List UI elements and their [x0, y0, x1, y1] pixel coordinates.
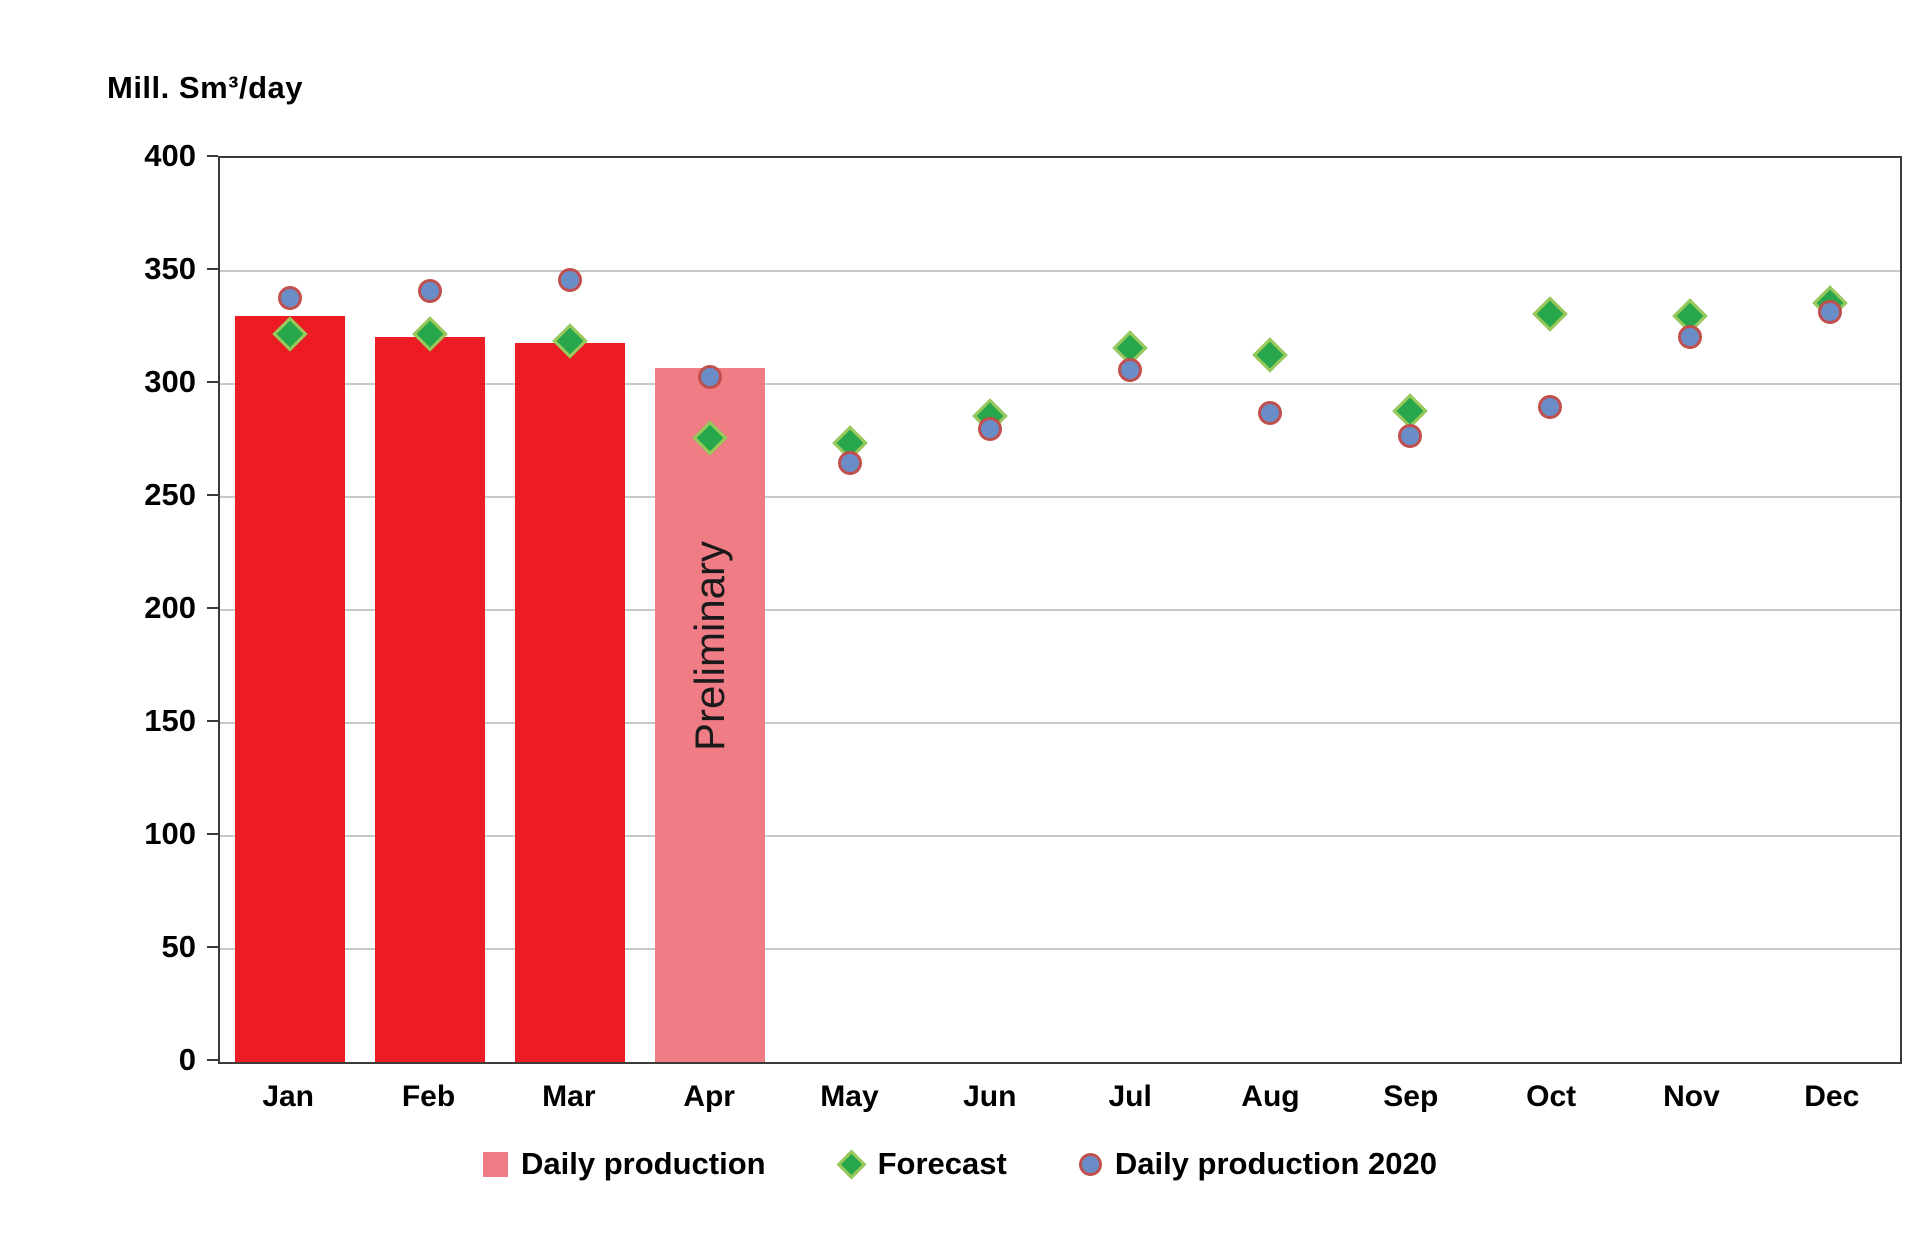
y-tick-label-400: 400: [144, 138, 196, 173]
bar-feb: [375, 336, 485, 1062]
x-label-apr: Apr: [683, 1080, 735, 1113]
gridline-50: [220, 948, 1900, 950]
gridline-350: [220, 270, 1900, 272]
preliminary-label: Preliminary: [686, 540, 733, 751]
x-label-sep: Sep: [1383, 1080, 1439, 1113]
pink-square-icon: [483, 1151, 509, 1177]
x-label-feb: Feb: [401, 1080, 456, 1113]
gridline-250: [220, 496, 1900, 498]
y-tick-mark-200: [207, 607, 218, 609]
daily-production-2020-circle-feb: [418, 279, 442, 304]
y-tick-label-100: 100: [144, 816, 196, 851]
x-label-jul: Jul: [1108, 1080, 1152, 1113]
daily-production-2020-circle-jan: [278, 286, 302, 311]
daily-production-2020-circle-sep: [1398, 423, 1422, 448]
y-tick-mark-0: [207, 1059, 218, 1061]
daily-production-2020-circle-jun: [978, 417, 1002, 442]
gridline-200: [220, 609, 1900, 611]
y-tick-mark-50: [207, 946, 218, 948]
y-tick-mark-150: [207, 720, 218, 722]
x-label-dec: Dec: [1804, 1080, 1860, 1113]
daily-production-2020-circle-mar: [558, 268, 582, 293]
y-tick-label-250: 250: [144, 477, 196, 512]
y-tick-label-300: 300: [144, 364, 196, 399]
y-tick-mark-350: [207, 268, 218, 270]
bar-mar: [515, 343, 625, 1062]
forecast-diamond-aug: [1252, 336, 1288, 373]
blue-circle-icon: [1078, 1152, 1102, 1176]
daily-production-2020-circle-apr: [698, 365, 722, 390]
gridline-100: [220, 835, 1900, 837]
y-tick-label-350: 350: [144, 251, 196, 286]
x-label-jun: Jun: [963, 1080, 1017, 1113]
bar-jan: [235, 316, 345, 1062]
plot-area: Preliminary: [218, 156, 1902, 1064]
y-tick-mark-250: [207, 494, 218, 496]
gridline-150: [220, 722, 1900, 724]
x-label-oct: Oct: [1526, 1080, 1577, 1113]
daily-production-2020-circle-jul: [1118, 358, 1142, 383]
y-tick-label-50: 50: [161, 929, 196, 964]
x-label-may: May: [820, 1080, 879, 1113]
y-tick-label-200: 200: [144, 590, 196, 625]
daily-production-2020-circle-may: [838, 451, 862, 476]
x-label-nov: Nov: [1663, 1080, 1720, 1113]
y-tick-mark-300: [207, 381, 218, 383]
x-label-mar: Mar: [542, 1080, 596, 1113]
y-tick-mark-400: [207, 155, 218, 157]
bar-apr: Preliminary: [655, 368, 765, 1062]
daily-production-2020-circle-nov: [1678, 324, 1702, 349]
y-tick-mark-100: [207, 833, 218, 835]
legend-item-daily-production-2020: Daily production 2020: [1078, 1146, 1437, 1182]
legend-label: Daily production 2020: [1114, 1146, 1437, 1181]
y-axis: 0 50 100 150 200 250 300 350 400: [0, 138, 218, 1077]
x-label-jan: Jan: [262, 1080, 315, 1113]
green-diamond-icon: [836, 1149, 866, 1179]
x-axis: Jan Feb Mar Apr May Jun Jul Aug Sep Oct Nov Dec: [218, 1080, 1902, 1114]
legend-label: Daily production: [521, 1146, 766, 1181]
forecast-diamond-oct: [1532, 296, 1568, 332]
y-tick-label-150: 150: [144, 703, 196, 738]
legend: Daily production Forecast Daily producti…: [0, 1146, 1920, 1182]
legend-item-forecast: Forecast: [836, 1146, 1007, 1182]
daily-production-2020-circle-aug: [1258, 401, 1282, 426]
legend-label: Forecast: [877, 1146, 1007, 1181]
legend-item-daily-production: Daily production: [483, 1146, 766, 1182]
x-label-aug: Aug: [1241, 1080, 1300, 1113]
gridline-300: [220, 383, 1900, 385]
y-tick-label-0: 0: [178, 1042, 196, 1077]
daily-production-2020-circle-dec: [1818, 299, 1842, 324]
y-axis-unit-title: Mill. Sm³/day: [107, 70, 303, 105]
daily-production-2020-circle-oct: [1538, 394, 1562, 419]
